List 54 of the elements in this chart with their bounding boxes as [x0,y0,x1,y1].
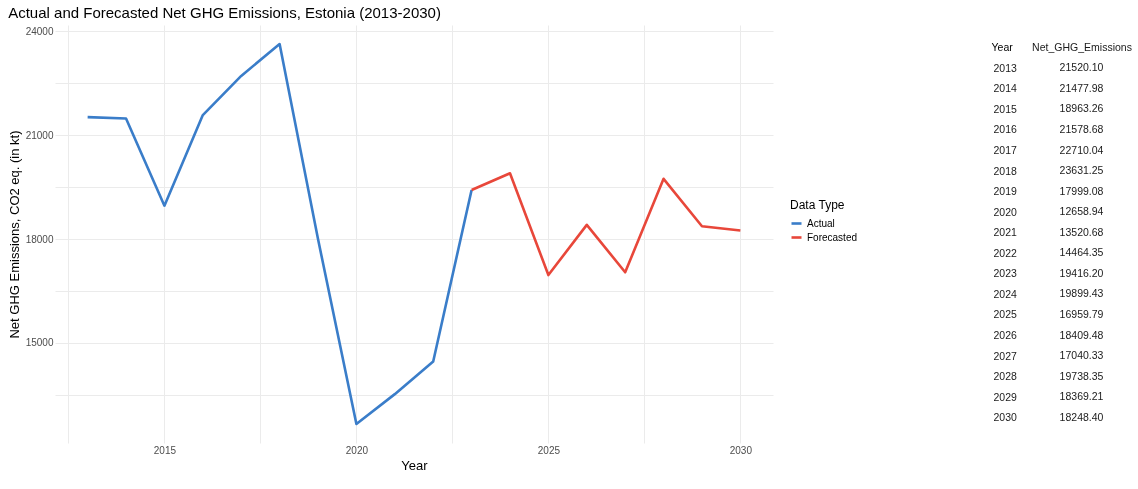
line-series [470,171,742,277]
data-label: 16959.79 [1059,307,1104,320]
y-axis-title: Net GHG Emissions, CO2 eq. (in kt) [6,130,22,339]
legend-label: Forecasted [807,231,858,243]
x-tick-label: Net_GHG_Emissions [1032,40,1132,53]
data-label: 21578.68 [1059,122,1104,135]
y-tick-label: 2028 [993,370,1018,383]
y-tick-label: 2027 [993,349,1018,362]
y-tick-label: 2020 [993,205,1018,218]
x-tick-label: 2030 [729,444,753,456]
y-tick-label: 18000 [25,233,54,245]
data-label: 18963.26 [1059,102,1104,115]
y-tick-label: 2023 [993,267,1018,280]
y-tick-label: 2018 [993,164,1018,177]
data-label: 17999.08 [1059,184,1104,197]
y-tick-label: 21000 [25,129,54,141]
y-tick-label: 2014 [993,82,1018,95]
y-tick-label: 2022 [993,246,1018,259]
y-axis-title: Year [991,40,1014,53]
data-label: 17040.33 [1059,349,1104,362]
legend-title: Data Type [790,198,845,212]
x-tick-label: 2025 [537,444,561,456]
data-label: 21477.98 [1059,81,1104,94]
data-label: 13520.68 [1059,225,1104,238]
x-tick-label: 2015 [153,444,177,456]
data-label: 19416.20 [1059,266,1104,279]
y-tick-label: 2016 [993,123,1018,136]
chart-title: Actual and Forecasted Net GHG Emissions, Estonia (2013-2030) [8,4,441,21]
y-tick-label: 2019 [993,185,1018,198]
y-tick-label: 2013 [993,61,1018,74]
y-tick-label: 2021 [993,226,1018,239]
data-label: 18409.48 [1059,328,1104,341]
data-label: 19899.43 [1059,287,1104,300]
y-tick-label: 2015 [993,102,1018,115]
data-label: 12658.94 [1059,205,1104,218]
y-tick-label: 2026 [993,329,1018,341]
y-tick-label: 2024 [993,287,1018,300]
y-tick-label: 2029 [993,390,1018,403]
legend-label: Actual [807,217,835,229]
data-label: 23631.25 [1059,164,1104,177]
data-label: 18248.40 [1059,410,1104,423]
x-tick-label: 2020 [345,444,369,456]
data-label: 18369.21 [1059,390,1104,403]
line-series [86,42,473,426]
x-axis-title: Year [401,457,429,473]
y-tick-label: 24000 [25,25,54,37]
y-tick-label: 15000 [25,337,54,349]
data-label: 22710.04 [1059,143,1104,156]
y-tick-label: 2025 [993,308,1018,321]
data-label: 19738.35 [1059,369,1104,382]
data-label: 14464.35 [1059,246,1104,259]
y-tick-label: 2017 [993,144,1018,156]
data-label: 21520.10 [1059,61,1104,74]
y-tick-label: 2030 [993,411,1018,424]
